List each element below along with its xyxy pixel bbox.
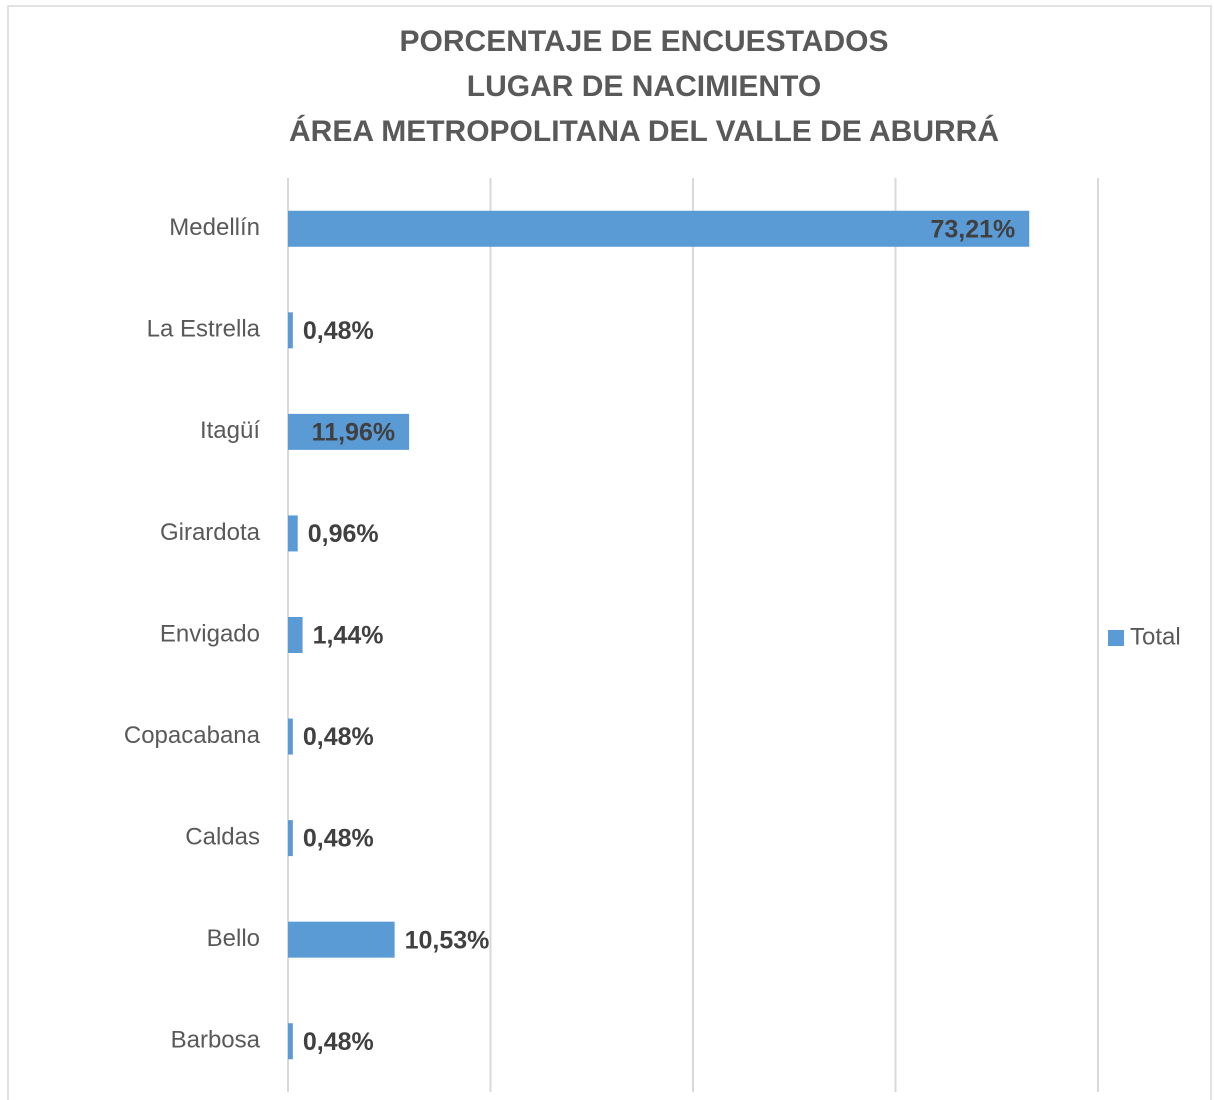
- bar: [288, 210, 1030, 247]
- y-tick-label: Envigado: [160, 620, 260, 647]
- data-label: 0,48%: [303, 723, 374, 751]
- data-label: 0,48%: [303, 1028, 374, 1056]
- y-tick-label: Medellín: [169, 214, 260, 241]
- data-label: 10,53%: [405, 926, 490, 954]
- y-tick-label: Copacabana: [124, 722, 261, 749]
- legend-label: Total: [1130, 623, 1181, 650]
- data-label: 73,21%: [930, 215, 1015, 243]
- y-tick-label: Bello: [207, 925, 260, 952]
- data-label: 1,44%: [313, 622, 384, 650]
- chart-border: [7, 5, 1212, 1100]
- bar: [288, 718, 293, 755]
- data-label: 0,48%: [303, 825, 374, 853]
- bar: [288, 1023, 293, 1060]
- data-label: 0,96%: [308, 520, 379, 548]
- y-tick-label: Itagüí: [200, 417, 260, 444]
- bar: [288, 413, 410, 450]
- bar: [288, 820, 293, 857]
- bar: [288, 617, 303, 653]
- chart-title: PORCENTAJE DE ENCUESTADOS: [400, 25, 889, 58]
- data-label: 0,48%: [303, 317, 374, 345]
- chart-title: ÁREA METROPOLITANA DEL VALLE DE ABURRÁ: [289, 114, 999, 148]
- y-tick-label: Girardota: [160, 519, 261, 546]
- y-tick-label: Caldas: [185, 823, 260, 850]
- data-label: 11,96%: [312, 418, 395, 446]
- bar: [288, 312, 293, 349]
- y-tick-label: La Estrella: [147, 316, 261, 343]
- chart-title: LUGAR DE NACIMIENTO: [467, 70, 821, 103]
- y-tick-label: Barbosa: [171, 1027, 261, 1054]
- bar: [288, 515, 298, 552]
- bar: [288, 921, 395, 958]
- legend-swatch: [1108, 630, 1124, 646]
